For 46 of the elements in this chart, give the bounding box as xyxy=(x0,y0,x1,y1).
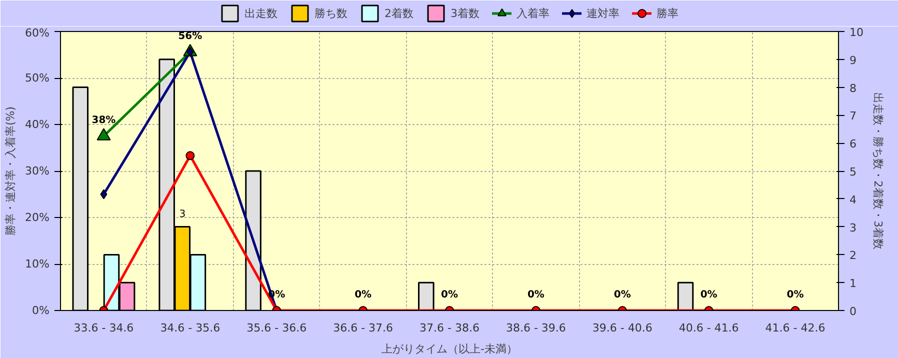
data-label: 0% xyxy=(354,290,372,300)
legend-label: 入着率 xyxy=(516,6,550,20)
x-tick-label: 34.6 - 35.6 xyxy=(160,322,220,334)
x-tick-label: 38.6 - 39.6 xyxy=(506,322,566,334)
legend-label: 勝率 xyxy=(656,6,678,20)
y-tick-label: 30% xyxy=(25,164,50,178)
x-tick-label: 41.6 - 42.6 xyxy=(765,322,826,334)
y2-tick-label: 10 xyxy=(850,26,864,39)
data-label: 56% xyxy=(178,30,202,42)
data-label: 3 xyxy=(179,208,186,220)
legend-label: 3着数 xyxy=(450,6,480,20)
data-label: 0% xyxy=(527,290,544,300)
legend-label: 連対率 xyxy=(586,6,620,20)
y2-axis-title: 出走数・勝ち数・2着数・3着数 xyxy=(871,92,884,250)
legend-label: 勝ち数 xyxy=(314,6,348,20)
x-tick-label: 36.6 - 37.6 xyxy=(333,322,394,334)
x-axis-title: 上がりタイム（以上-未満） xyxy=(382,342,518,356)
y-tick-label: 50% xyxy=(25,72,50,84)
y2-tick-label: 1 xyxy=(850,277,856,290)
y-tick-label: 40% xyxy=(25,118,50,131)
data-label: 0% xyxy=(786,290,804,300)
y2-tick-label: 4 xyxy=(850,193,856,206)
data-label: 0% xyxy=(700,290,718,300)
y2-tick-label: 6 xyxy=(850,138,856,151)
y-tick-label: 20% xyxy=(25,211,50,224)
data-label: 0% xyxy=(614,290,631,300)
legend-label: 2着数 xyxy=(384,6,414,20)
x-tick-label: 37.6 - 38.6 xyxy=(420,322,480,334)
y-tick-label: 0% xyxy=(32,304,50,317)
y2-tick-label: 9 xyxy=(850,54,856,67)
data-label: 0% xyxy=(441,290,458,300)
y2-tick-label: 8 xyxy=(850,82,856,95)
legend-label: 出走数 xyxy=(244,6,278,20)
y2-tick-label: 3 xyxy=(850,221,856,234)
x-tick-label: 39.6 - 40.6 xyxy=(592,322,652,334)
x-tick-label: 33.6 - 34.6 xyxy=(74,322,134,334)
y2-tick-label: 5 xyxy=(850,166,856,178)
y-tick-label: 10% xyxy=(25,258,50,270)
y2-tick-label: 2 xyxy=(850,249,856,262)
y-tick-label: 60% xyxy=(25,26,50,40)
y2-tick-label: 0 xyxy=(850,305,856,318)
data-label: 38% xyxy=(92,115,116,126)
x-tick-label: 40.6 - 41.6 xyxy=(678,322,739,334)
x-tick-label: 35.6 - 36.6 xyxy=(246,322,307,334)
y-axis-title: 勝率・連対率・入着率(%) xyxy=(4,106,18,236)
y2-tick-label: 7 xyxy=(850,110,856,123)
